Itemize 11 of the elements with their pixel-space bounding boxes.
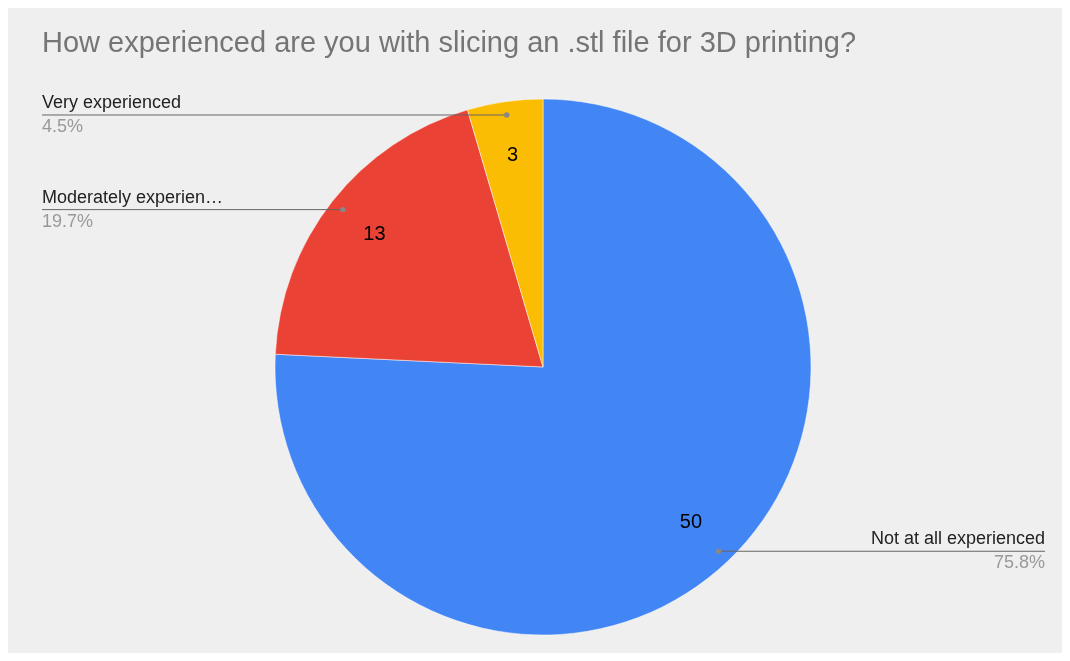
slice-label: Not at all experienced <box>870 528 1045 549</box>
data-label: 50 <box>679 510 703 533</box>
pie-slice <box>275 98 812 635</box>
text: 75.8% <box>993 552 1045 573</box>
chart-title: How experienced are you with slicing an .stl file for 3D printing? <box>42 26 857 58</box>
text: 19.7% <box>42 210 94 231</box>
data-label: 13 <box>363 222 386 245</box>
data-label: 3 <box>506 142 519 165</box>
slice-label: Moderately experien… <box>42 186 224 207</box>
slice-label: Very experienced <box>42 91 182 112</box>
text: 4.5% <box>42 115 84 136</box>
